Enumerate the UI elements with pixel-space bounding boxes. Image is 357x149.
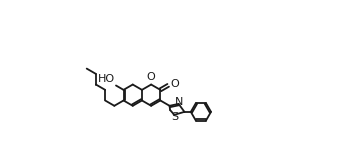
- Text: S: S: [171, 112, 178, 122]
- Text: HO: HO: [98, 74, 115, 84]
- Text: O: O: [170, 79, 179, 89]
- Text: O: O: [147, 72, 156, 82]
- Text: N: N: [175, 97, 183, 107]
